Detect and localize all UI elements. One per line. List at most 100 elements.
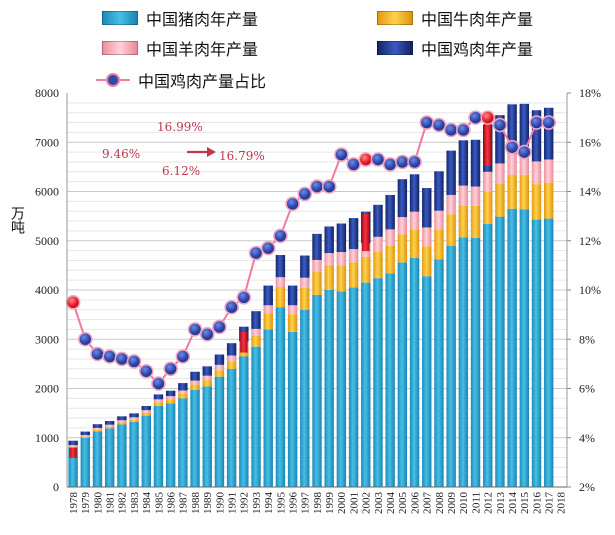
x-tick-label: 2007 (422, 492, 434, 515)
share-point (126, 354, 142, 369)
bar-beef (287, 314, 298, 332)
bar-pork (446, 245, 456, 487)
x-tick-label: 2000 (336, 492, 348, 515)
bar-beef (531, 184, 542, 220)
bar-chicken (470, 139, 481, 187)
bar-mutton (409, 211, 420, 230)
bar-mutton (336, 252, 347, 266)
legend-item-chicken-share: 中国鸡肉产量占比 (96, 68, 266, 92)
bar-pork (117, 424, 127, 487)
legend-label-chicken-share: 中国鸡肉产量占比 (138, 72, 267, 91)
bar-highlight (69, 447, 77, 458)
bar-pork (190, 389, 200, 487)
bar-chicken (373, 204, 383, 237)
bar-mutton (544, 159, 554, 183)
bar-chicken (409, 174, 420, 212)
bar-beef (434, 229, 444, 260)
bar-chicken (458, 140, 469, 186)
bar-chicken (104, 421, 115, 425)
x-tick-label: 2012 (483, 492, 495, 514)
bar-beef (544, 182, 554, 219)
x-tick-label: 1991 (226, 492, 238, 514)
bar-beef (385, 245, 395, 274)
bar-chicken (178, 383, 188, 391)
x-tick-label: 2006 (409, 492, 421, 515)
bar-pork (531, 219, 542, 487)
bar-mutton (178, 390, 188, 394)
bar-chicken (117, 416, 127, 421)
bar-chicken (446, 150, 456, 195)
share-point (443, 122, 459, 138)
share-point (456, 122, 471, 138)
annotation-share-2018: 16.79% (219, 149, 265, 163)
bar-beef (470, 205, 481, 238)
bar-beef (80, 436, 90, 438)
bar-pork (373, 278, 383, 487)
bar-beef (361, 257, 371, 283)
bar-pork (361, 282, 371, 487)
bar-beef (507, 174, 517, 209)
share-point (431, 117, 447, 133)
bar-pork (470, 237, 481, 487)
bar-pork (507, 208, 517, 488)
bar-mutton (153, 399, 164, 403)
bar-chicken (507, 104, 517, 154)
bar-chicken (348, 218, 359, 250)
bar-beef (336, 265, 347, 292)
y-axis-unit-label: 万吨 (9, 206, 25, 238)
legend-item-chicken: 中国鸡肉年产量 (377, 36, 533, 60)
share-point (529, 115, 544, 130)
share-point (175, 349, 191, 364)
bar-pork (495, 216, 505, 487)
bar-chicken (80, 431, 90, 436)
x-tick-label: 2014 (507, 492, 519, 515)
x-tick-label: 1983 (129, 492, 141, 515)
bar-pork (483, 224, 493, 487)
x-tick-label: 1984 (141, 492, 153, 515)
bar-pork (80, 437, 90, 487)
x-tick-label: 2001 (348, 492, 360, 514)
bar-chicken (214, 354, 225, 365)
bar-pork (263, 329, 273, 487)
bar-pork (104, 428, 115, 487)
bar-beef (495, 183, 505, 217)
x-tick-label: 2004 (385, 492, 397, 515)
x-tick-label: 1982 (117, 492, 129, 514)
x-tick-label: 1979 (80, 492, 92, 515)
y-right-tick-label: 14% (579, 185, 601, 199)
legend-swatch-chicken (377, 41, 413, 55)
x-tick-label: 2010 (458, 492, 470, 515)
bar-pork (519, 209, 530, 488)
x-tick-label: 2008 (434, 492, 446, 515)
bar-pork (544, 218, 554, 487)
y-axis-unit-text: 万吨 (9, 206, 25, 234)
share-point (297, 186, 313, 202)
share-point (541, 115, 557, 130)
bar-beef (214, 370, 225, 377)
bar-mutton (68, 445, 78, 447)
x-tick-label: 1996 (287, 492, 299, 515)
bar-chicken (165, 390, 176, 397)
bar-mutton (92, 427, 103, 430)
legend-marker-chicken-share (96, 73, 130, 87)
y-right-tick-label: 8% (579, 332, 595, 346)
legend-label-pork: 中国猪肉年产量 (146, 10, 259, 29)
share-point (187, 322, 203, 337)
bar-beef (117, 422, 127, 425)
bar-mutton (214, 364, 225, 371)
x-tick-label: 1990 (214, 492, 226, 515)
bar-beef (422, 246, 432, 277)
bar-mutton (263, 305, 273, 314)
y-left-tick-label: 2000 (35, 382, 59, 396)
bar-beef (226, 361, 237, 369)
share-point (468, 110, 483, 125)
bar-chicken (275, 255, 286, 278)
share-point (77, 331, 93, 347)
bar-mutton (446, 194, 456, 215)
share-point (492, 117, 508, 133)
share-point (382, 157, 398, 172)
bar-mutton (324, 253, 334, 266)
bar-beef (251, 335, 261, 347)
y-right-tick-label: 10% (579, 283, 601, 297)
bar-pork (312, 294, 322, 487)
